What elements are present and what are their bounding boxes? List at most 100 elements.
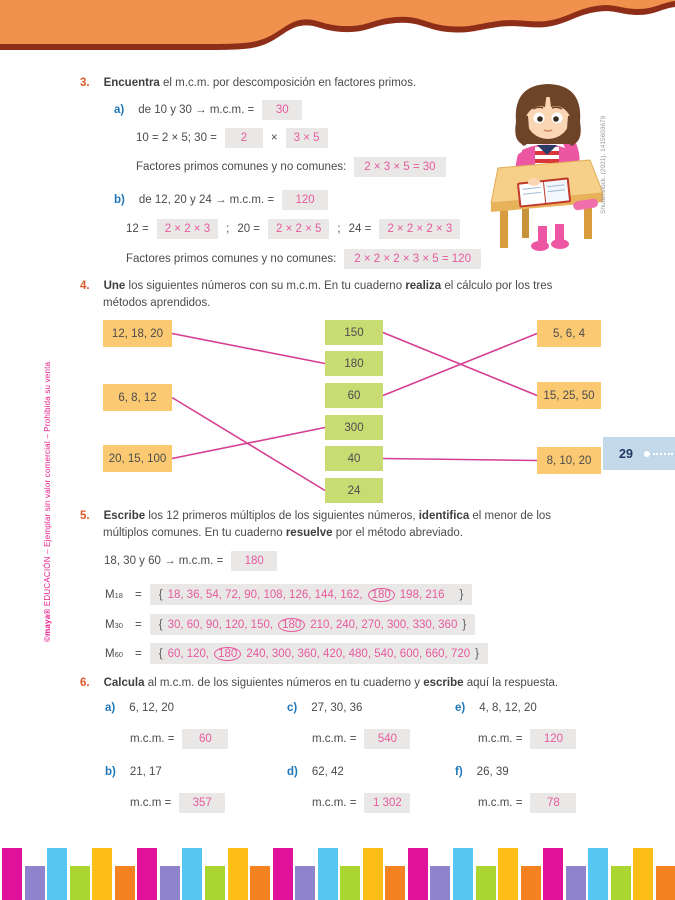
multiples-label: M 30 <box>105 618 123 631</box>
footer-bar <box>385 866 406 900</box>
footer-bar <box>295 866 316 900</box>
exercise6-title: Calcula al m.c.m. de los siguientes núme… <box>103 677 559 689</box>
multiples-set-30[interactable]: { 30, 60, 90, 120, 150, 180 210, 240, 27… <box>149 614 476 635</box>
answer-chip-factors-a[interactable]: 2 × 3 × 5 = 30 <box>354 157 446 177</box>
footer-bar <box>633 848 654 900</box>
answer-chip-mcm-b[interactable]: 120 <box>282 190 329 210</box>
item-a-label: a) <box>105 702 116 714</box>
exercise4-number: 4. <box>80 280 90 292</box>
footer-bar <box>2 848 22 900</box>
exercise3-number: 3. <box>80 77 90 89</box>
item-a-label: a) <box>114 103 125 116</box>
footer-bar <box>114 866 135 900</box>
eq2-label: 20 = <box>237 222 261 235</box>
match-middle-box[interactable]: 180 <box>325 351 383 376</box>
multiples-set-18[interactable]: { 18, 36, 54, 72, 90, 108, 126, 144, 162… <box>149 584 473 605</box>
multiples-values: 18, 36, 54, 72, 90, 108, 126, 144, 162, <box>167 588 363 601</box>
answer-chip-factor2[interactable]: 3 × 5 <box>285 128 328 148</box>
footer-bar <box>407 848 428 900</box>
header-wave <box>0 0 675 50</box>
exercise5-intro: 18, 30 y 60 → m.c.m. = 180 <box>104 551 278 571</box>
match-right-box[interactable]: 15, 25, 50 <box>537 382 601 409</box>
item-b-label: b) <box>114 193 125 206</box>
item-b-text: de 12, 20 y 24 → m.c.m. = <box>138 193 275 206</box>
answer-chip-factor1[interactable]: 2 <box>224 128 263 148</box>
answer-chip-e[interactable]: 120 <box>530 729 577 749</box>
answer-chip-factors-b[interactable]: 2 × 2 × 2 × 3 × 5 = 120 <box>344 249 481 269</box>
match-middle-box[interactable]: 150 <box>325 320 383 345</box>
exercise3a-factors: Factores primos comunes y no comunes: 2 … <box>136 157 446 177</box>
match-middle-box[interactable]: 60 <box>325 383 383 408</box>
answer-chip-12[interactable]: 2 × 2 × 3 <box>156 219 219 239</box>
item-a-text: de 10 y 30 → m.c.m. = <box>138 103 255 116</box>
answer-chip-d[interactable]: 1 302 <box>364 793 411 813</box>
exercise6-heading: 6. Calcula al m.c.m. de los siguientes n… <box>80 676 558 691</box>
match-line <box>171 396 326 492</box>
footer-bar <box>565 866 586 900</box>
separator: ; <box>337 222 341 235</box>
mcm-label: m.c.m. = <box>312 796 357 809</box>
exercise4-heading: 4. Une los siguientes números con su m.c… <box>80 279 552 294</box>
multiples-values: 198, 216 <box>399 588 445 601</box>
open-brace: { <box>158 618 163 631</box>
answer-chip-b[interactable]: 357 <box>179 793 226 813</box>
equals-sign: = <box>135 618 142 631</box>
tab-dotted-line <box>652 452 673 455</box>
match-middle-box[interactable]: 40 <box>325 446 383 471</box>
match-right-box[interactable]: 5, 6, 4 <box>537 320 601 347</box>
factors-label: Factores primos comunes y no comunes: <box>136 160 347 173</box>
open-brace: { <box>158 588 163 601</box>
footer-bar <box>655 866 675 900</box>
answer-chip-20[interactable]: 2 × 2 × 5 <box>268 219 330 239</box>
footer-bar <box>475 866 496 900</box>
match-line <box>382 331 538 397</box>
answer-chip-24[interactable]: 2 × 2 × 2 × 3 <box>379 219 461 239</box>
eq1-label: 12 = <box>126 222 149 235</box>
match-left-box[interactable]: 20, 15, 100 <box>103 445 172 472</box>
open-brace: { <box>158 647 163 660</box>
footer-color-bars <box>0 848 675 900</box>
footer-bar <box>182 848 203 900</box>
match-right-box[interactable]: 8, 10, 20 <box>537 447 601 474</box>
match-line <box>171 426 326 460</box>
footer-bar <box>250 866 271 900</box>
close-brace: } <box>459 588 464 601</box>
match-left-box[interactable]: 12, 18, 20 <box>103 320 172 347</box>
match-line <box>382 457 538 462</box>
answer-chip-c[interactable]: 540 <box>364 729 411 749</box>
times-sign: × <box>270 131 278 144</box>
item-e-numbers: 4, 8, 12, 20 <box>479 702 537 714</box>
item-c-numbers: 27, 30, 36 <box>311 702 363 714</box>
match-middle-box[interactable]: 300 <box>325 415 383 440</box>
exercise3a-row: a) de 10 y 30 → m.c.m. = 30 <box>114 100 303 120</box>
item-d-numbers: 62, 42 <box>311 766 344 778</box>
factors-label: Factores primos comunes y no comunes: <box>126 252 337 265</box>
item-f-numbers: 26, 39 <box>476 766 509 778</box>
girl-at-desk-illustration <box>490 84 604 251</box>
exercise5-title-line2: múltiplos comunes. En tu cuaderno resuel… <box>103 526 463 541</box>
item-e-label: e) <box>455 702 466 714</box>
multiples-set-60[interactable]: { 60, 120, 180 240, 300, 360, 420, 480, … <box>149 643 488 664</box>
answer-chip-f[interactable]: 78 <box>530 793 577 813</box>
footer-bar <box>610 866 631 900</box>
multiples-values: 60, 120, <box>167 647 210 660</box>
item-a-numbers: 6, 12, 20 <box>129 702 174 714</box>
match-left-box[interactable]: 6, 8, 12 <box>103 384 172 411</box>
item-a-answer: m.c.m. = 60 <box>130 729 229 749</box>
equals-sign: = <box>135 588 142 601</box>
mcm-label: m.c.m. = <box>478 796 523 809</box>
answer-chip-mcm-180[interactable]: 180 <box>231 551 278 571</box>
footer-bar <box>24 866 45 900</box>
match-middle-box[interactable]: 24 <box>325 478 383 503</box>
mcm-label: m.c.m. = <box>130 732 175 745</box>
answer-chip-a[interactable]: 60 <box>182 729 229 749</box>
multiples-label: M 18 <box>105 588 123 601</box>
equals-sign: = <box>135 647 142 660</box>
mcm-label: m.c.m. = <box>312 732 357 745</box>
item-e: e) 4, 8, 12, 20 <box>455 701 537 716</box>
footer-bar <box>92 848 113 900</box>
page-number-tab: 29 <box>603 437 675 470</box>
answer-chip-mcm-a[interactable]: 30 <box>262 100 303 120</box>
